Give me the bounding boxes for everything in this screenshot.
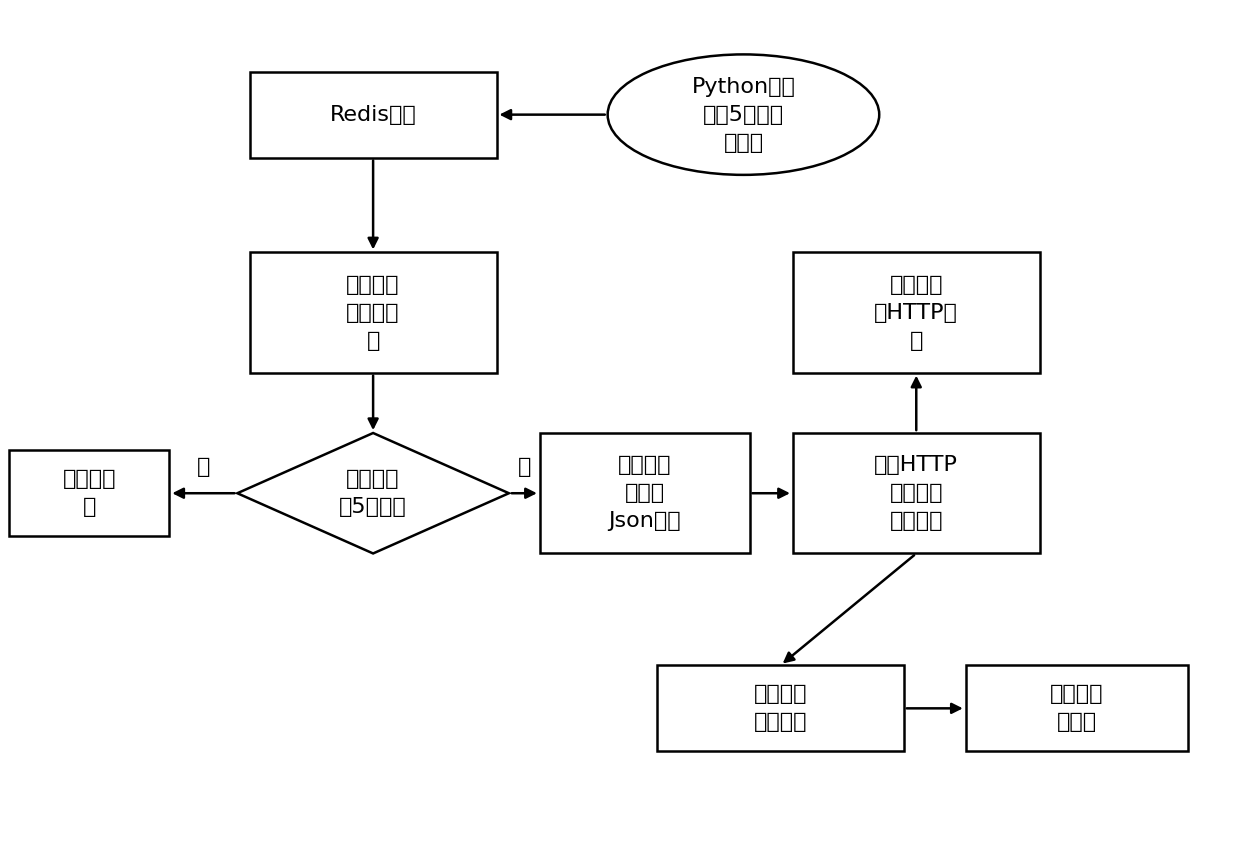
Ellipse shape xyxy=(608,55,879,175)
Bar xyxy=(9,450,170,536)
Polygon shape xyxy=(237,433,508,553)
Bar xyxy=(539,433,750,553)
Text: 是否产生
于5分钟前: 是否产生 于5分钟前 xyxy=(340,469,407,517)
Bar xyxy=(792,252,1039,372)
Bar xyxy=(792,433,1039,553)
Text: 展示到前
端网页: 展示到前 端网页 xyxy=(1050,684,1104,733)
Bar xyxy=(249,252,496,372)
Text: 是: 是 xyxy=(197,457,210,477)
Bar xyxy=(657,665,904,752)
Text: Python客户
端每5分钟登
录实例: Python客户 端每5分钟登 录实例 xyxy=(692,76,795,152)
Text: 服务器监
听HTTP接
口: 服务器监 听HTTP接 口 xyxy=(874,275,959,351)
Text: 提取，转
换为成
Json格式: 提取，转 换为成 Json格式 xyxy=(609,456,681,531)
Text: 通过HTTP
接口上传
到服务器: 通过HTTP 接口上传 到服务器 xyxy=(874,456,959,531)
Text: Redis实例: Redis实例 xyxy=(330,105,417,125)
Text: 丢弃该日
志: 丢弃该日 志 xyxy=(62,469,115,517)
Text: 获取当前
慢日志详
情: 获取当前 慢日志详 情 xyxy=(346,275,399,351)
Bar xyxy=(249,72,496,158)
Bar xyxy=(966,665,1188,752)
Text: 保存到后
台数据库: 保存到后 台数据库 xyxy=(754,684,807,733)
Text: 否: 否 xyxy=(517,457,531,477)
